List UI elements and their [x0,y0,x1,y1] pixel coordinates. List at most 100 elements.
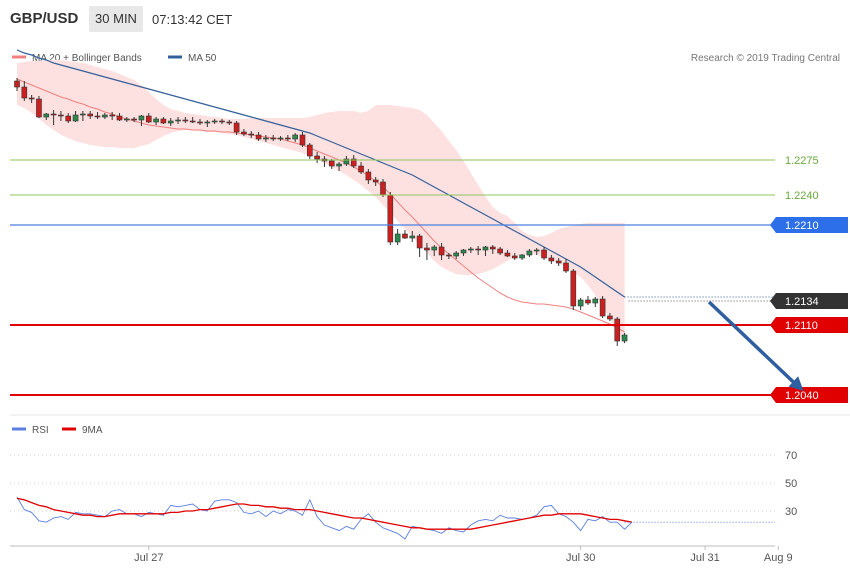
candle-body [145,115,152,123]
candle-body [607,315,613,320]
candle-body [497,248,503,254]
candle-body [328,160,335,167]
candle-body [219,120,225,123]
candle-body [80,113,86,116]
candle-body [343,158,350,165]
candle-body [167,120,174,124]
candle-body [204,121,211,124]
candle-body [211,120,218,123]
candle-body [131,118,137,121]
candle-body [482,246,489,251]
candle-body [511,255,518,259]
x-tick-label: Jul 30 [566,552,595,564]
candle-body [43,113,50,118]
candle-body [87,113,93,117]
candle-body [519,254,525,259]
bollinger-legend-label: MA 20 + Bollinger Bands [32,53,142,64]
last-price-label: 1.2134 [785,296,819,308]
bollinger-band-fill [17,60,625,345]
candle-body [599,298,606,317]
candle-body [153,118,159,123]
rsi-legend-label: RSI [32,425,49,436]
candle-body [570,270,577,307]
target-arrow-head [788,376,804,391]
pivot-label-box [770,217,848,233]
candle-body [314,155,320,160]
candle-body [109,114,115,117]
support-label-box [770,317,848,333]
candle-body [387,194,394,243]
candle-body [21,86,28,99]
candle-body [138,115,145,121]
candle-body [336,163,342,167]
candle-body [424,247,430,251]
x-tick-label: Jul 27 [134,552,163,564]
candle-body [182,119,189,122]
credit-label: Research © 2019 Trading Central [691,53,840,64]
candle-body [175,119,181,122]
candle-body [541,249,547,259]
candle-body [28,97,35,100]
candle-body [475,248,481,251]
rsi-9ma-line [16,497,633,530]
symbol-label[interactable]: GBP/USD [10,10,79,27]
price-levels: 1.2275 1.2240 1.2210 1.2110 1.2040 1.2134 [10,155,848,403]
candle-body [431,246,438,251]
x-axis: Jul 27 Jul 30 Jul 31 Aug 9 [134,546,793,564]
rsi-tick-label: 30 [785,506,797,518]
candle-body [14,80,20,88]
candle-body [358,165,364,173]
rsi-plot: 70 50 30 [10,450,797,540]
candle-body [263,137,269,140]
candle-body [577,299,584,307]
candle-body [350,158,357,167]
resistance-label: 1.2275 [785,155,819,167]
candle-body [446,254,452,257]
candle-body [50,113,57,116]
clock-label: 07:13:42 CET [152,12,233,27]
rsi-tick-label: 70 [785,450,797,462]
candle-body [365,171,372,181]
price-legend: MA 20 + Bollinger Bands MA 50 Research ©… [12,53,840,64]
candle-body [285,137,291,140]
resistance-label: 1.2240 [785,190,819,202]
candle-body [160,118,167,124]
candle-body [248,133,255,136]
candle-body [270,137,277,140]
candle-body [585,299,591,304]
candle-body [241,131,247,135]
candle-body [36,98,42,118]
candle-body [504,252,511,257]
candle-body [563,262,569,272]
x-tick-label: Jul 31 [690,552,719,564]
rsi-tick-label: 50 [785,478,797,490]
candle-body [438,246,445,256]
candle-body [197,121,203,124]
candle-body [255,134,262,140]
candle-body [58,114,64,117]
price-plot [14,49,775,346]
x-tick-label: Aug 9 [764,552,793,564]
candle-body [533,249,540,252]
pivot-label: 1.2210 [785,220,819,232]
candle-body [65,115,72,122]
interval-button[interactable]: 30 MIN [89,6,143,32]
candle-body [489,246,496,250]
candle-body [402,233,408,239]
9ma-legend-label: 9MA [82,425,103,436]
candle-body [614,318,621,342]
candle-body [116,115,123,121]
candle-body [189,120,196,123]
candle-body [94,115,101,118]
candle-body [124,118,130,121]
candle-body [277,137,284,140]
candle-body [233,122,240,133]
candle-body [468,248,474,251]
candle-body [453,252,460,257]
last-price-label-box [770,293,848,309]
ma50-line [16,49,625,298]
support-label: 1.2040 [785,390,819,402]
ma50-legend-label: MA 50 [188,53,217,64]
rsi-line [16,496,633,540]
